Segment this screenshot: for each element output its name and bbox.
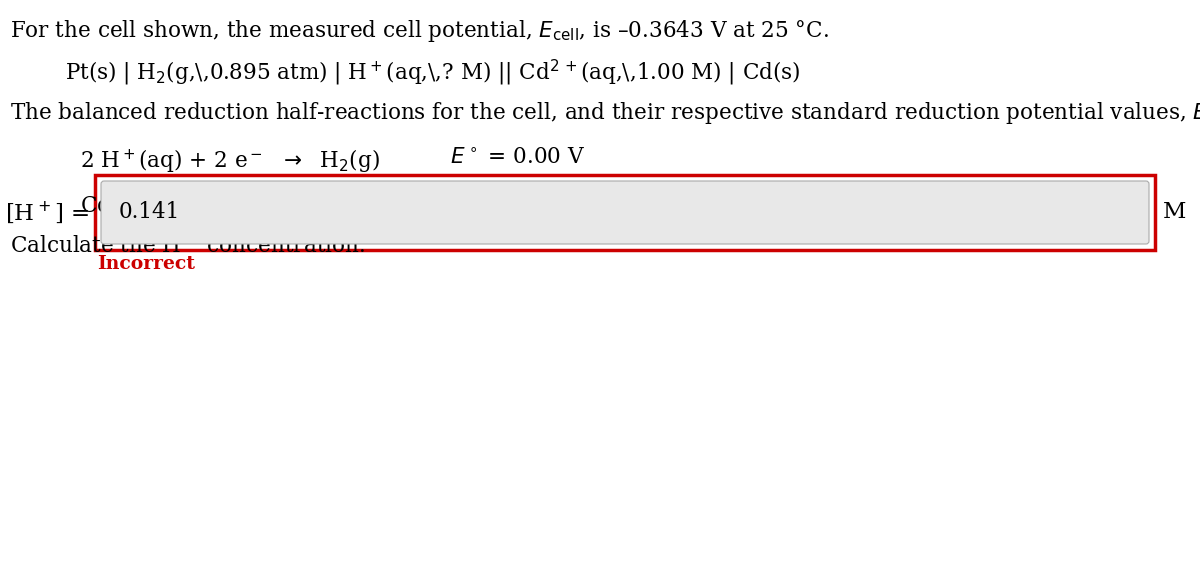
Text: M: M <box>1163 202 1187 224</box>
Text: Cd$^{2\,+}$(aq) + 2 e$^-$  $\rightarrow$  Cd(s): Cd$^{2\,+}$(aq) + 2 e$^-$ $\rightarrow$ … <box>80 191 382 221</box>
Text: Pt(s) | H$_2$(g,\,0.895 atm) | H$^+$(aq,\,? M) || Cd$^{2\,+}$(aq,\,1.00 M) | Cd(: Pt(s) | H$_2$(g,\,0.895 atm) | H$^+$(aq,… <box>65 58 800 88</box>
Text: 0.141: 0.141 <box>119 202 180 224</box>
Text: 2 H$^+$(aq) + 2 e$^-$  $\rightarrow$  H$_2$(g): 2 H$^+$(aq) + 2 e$^-$ $\rightarrow$ H$_2… <box>80 147 380 175</box>
Text: [H$^+$] =: [H$^+$] = <box>5 199 89 225</box>
Text: For the cell shown, the measured cell potential, $E_{\mathrm{cell}}$, is –0.3643: For the cell shown, the measured cell po… <box>10 18 829 44</box>
Text: Incorrect: Incorrect <box>97 255 194 273</box>
Text: The balanced reduction half-reactions for the cell, and their respective standar: The balanced reduction half-reactions fo… <box>10 100 1200 126</box>
Text: $E^\circ$ = 0.00 V: $E^\circ$ = 0.00 V <box>450 147 586 169</box>
FancyBboxPatch shape <box>95 175 1154 250</box>
Text: $E^\circ$ = –0.403 V: $E^\circ$ = –0.403 V <box>450 191 610 213</box>
FancyBboxPatch shape <box>101 181 1150 244</box>
Text: Calculate the H$^+$ concentration.: Calculate the H$^+$ concentration. <box>10 235 365 258</box>
